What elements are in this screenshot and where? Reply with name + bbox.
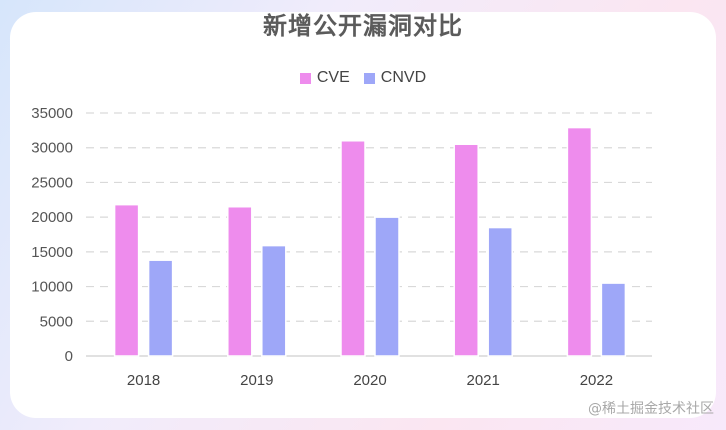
bar-cnvd-2019 [261,244,287,357]
y-tick-label: 10000 [31,279,73,296]
x-tick-label: 2018 [127,372,160,389]
x-tick-label: 2022 [580,372,613,389]
bar-cnvd-2018 [147,259,174,357]
legend-swatch-cnvd [363,72,375,84]
bar-cnvd-2022 [600,282,627,357]
y-tick-label: 20000 [31,209,73,226]
legend-label-cnvd: CNVD [380,69,427,86]
legend-item-cnvd[interactable]: CNVD [363,69,427,87]
chart-title: 新增公开漏洞对比 [263,12,463,40]
watermark: @稀土掘金技术社区 [588,401,714,417]
chart-legend: CVE CNVD [0,69,726,87]
y-tick-label: 5000 [40,313,73,330]
legend-swatch-cve [299,72,311,84]
bar-cve-2019 [227,205,253,357]
bar-cnvd-2021 [487,226,513,357]
legend-label-cve: CVE [316,69,350,86]
x-tick-label: 2021 [467,372,500,389]
y-tick-label: 25000 [31,174,73,191]
bar-cve-2021 [453,143,479,357]
legend-item-cve[interactable]: CVE [299,69,350,87]
y-tick-label: 15000 [31,244,73,261]
y-tick-label: 0 [65,348,73,365]
bar-cve-2018 [113,203,140,357]
bar-cve-2022 [566,126,593,357]
x-tick-label: 2019 [240,372,273,389]
bar-cnvd-2020 [374,216,400,357]
y-tick-label: 35000 [31,105,73,122]
bar-cve-2020 [340,140,366,357]
x-tick-label: 2020 [353,372,386,389]
y-tick-label: 30000 [31,140,73,157]
